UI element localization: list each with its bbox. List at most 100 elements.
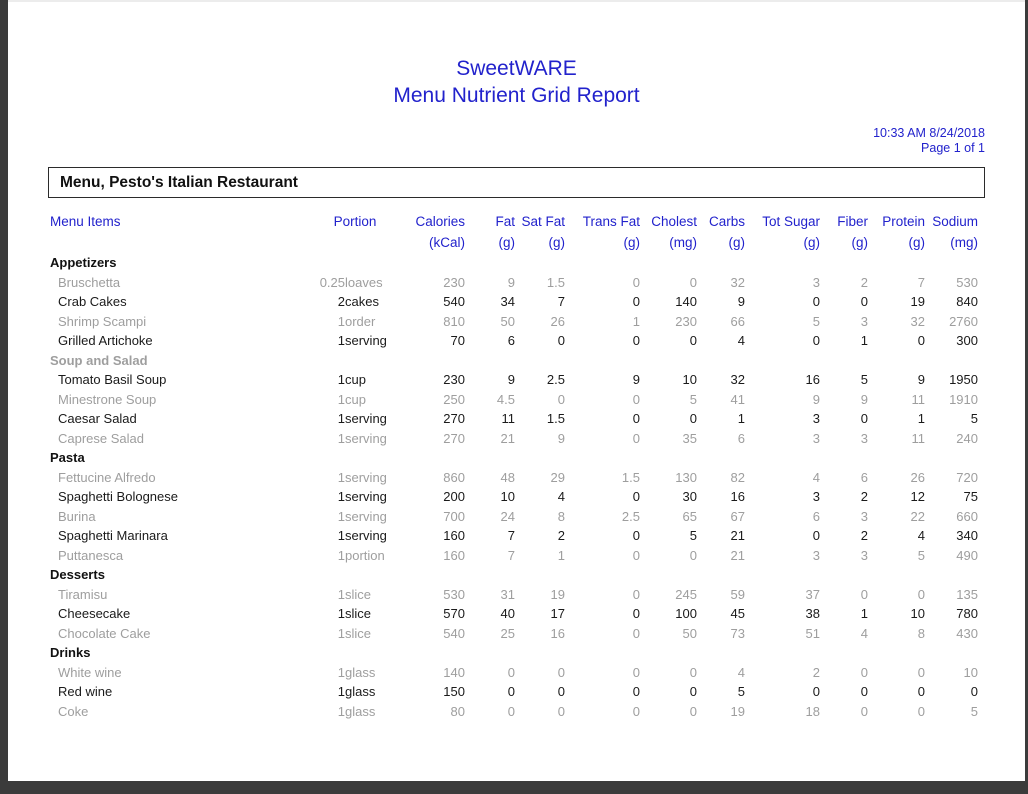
nutrient-value: 10 <box>910 606 925 622</box>
nutrient-value: 0 <box>507 703 515 719</box>
nutrient-value: 100 <box>675 606 697 622</box>
nutrient-value: 41 <box>730 391 745 407</box>
report-title-line2: Menu Nutrient Grid Report <box>393 84 640 107</box>
nutrient-value: 3 <box>812 274 820 290</box>
menu-item-row: Bruschetta 0.25 loaves 230 9 1.5 0 0 32 3 2 7 530 <box>50 273 978 293</box>
nutrient-value: 340 <box>956 528 978 544</box>
nutrient-value: 1 <box>917 411 925 427</box>
menu-item-row: Caesar Salad 1 serving 270 11 1.5 0 0 1 3 0 1 5 <box>50 409 978 429</box>
portion-unit: serving <box>345 430 387 446</box>
nutrient-value: 0 <box>917 586 925 602</box>
portion-qty: 1 <box>337 625 345 641</box>
menu-item-name: Burina <box>58 508 96 524</box>
nutrient-value: 250 <box>443 391 465 407</box>
nutrient-value: 0 <box>812 684 820 700</box>
col-unit-tot-sugar: (g) <box>803 235 821 250</box>
nutrient-value: 25 <box>500 625 515 641</box>
nutrient-value: 0 <box>507 664 515 680</box>
nutrient-value: 26 <box>550 313 565 329</box>
nutrient-value: 780 <box>956 606 978 622</box>
nutrient-value: 2 <box>860 274 868 290</box>
menu-item-row: Crab Cakes 2 cakes 540 34 7 0 140 9 0 0 19 840 <box>50 292 978 312</box>
section-heading-row: Desserts <box>50 565 978 585</box>
nutrient-value: 720 <box>956 469 978 485</box>
nutrient-value: 1.5 <box>546 411 565 427</box>
nutrient-value: 50 <box>500 313 515 329</box>
nutrient-value: 5 <box>970 703 978 719</box>
nutrient-value: 0 <box>860 684 868 700</box>
menu-title: Menu, Pesto's Italian Restaurant <box>60 174 298 191</box>
menu-item-name: Bruschetta <box>58 274 121 290</box>
nutrient-value: 0 <box>970 684 978 700</box>
nutrient-value: 0 <box>632 606 640 622</box>
nutrient-value: 4 <box>557 489 565 505</box>
portion-unit: glass <box>345 684 376 700</box>
col-header-trans-fat: Trans Fat <box>582 214 640 229</box>
nutrient-value: 6 <box>812 508 820 524</box>
nutrient-value: 0 <box>860 703 868 719</box>
nutrient-value: 0 <box>689 703 697 719</box>
nutrient-value: 9 <box>507 274 515 290</box>
section-heading-row: Soup and Salad <box>50 351 978 371</box>
nutrient-value: 1 <box>737 411 745 427</box>
report-title: SweetWARE Menu Nutrient Grid Report <box>48 55 985 109</box>
menu-item-row: Chocolate Cake 1 slice 540 25 16 0 50 73 51 4 8 430 <box>50 624 978 644</box>
nutrient-value: 10 <box>682 372 697 388</box>
nutrient-value: 51 <box>805 625 820 641</box>
portion-qty: 1 <box>337 430 345 446</box>
nutrient-value: 7 <box>507 547 515 563</box>
portion-unit: slice <box>345 625 372 641</box>
nutrient-value: 490 <box>956 547 978 563</box>
nutrient-value: 35 <box>682 430 697 446</box>
nutrient-value: 31 <box>500 586 515 602</box>
nutrient-value: 230 <box>443 274 465 290</box>
nutrient-value: 1 <box>860 333 868 349</box>
col-unit-carbs: (g) <box>728 235 746 250</box>
nutrient-value: 5 <box>689 391 697 407</box>
portion-unit: cup <box>345 372 366 388</box>
col-unit-sat-fat: (g) <box>548 235 566 250</box>
nutrient-value: 9 <box>917 372 925 388</box>
nutrient-value: 3 <box>860 430 868 446</box>
menu-item-row: Caprese Salad 1 serving 270 21 9 0 35 6 3 3 11 240 <box>50 429 978 449</box>
nutrient-value: 0 <box>689 411 697 427</box>
nutrient-value: 5 <box>917 547 925 563</box>
nutrient-value: 0 <box>632 703 640 719</box>
nutrient-value: 38 <box>805 606 820 622</box>
nutrient-value: 540 <box>443 625 465 641</box>
nutrient-value: 0 <box>632 430 640 446</box>
report-page-number: Page 1 of 1 <box>921 141 985 155</box>
portion-unit: serving <box>345 469 387 485</box>
nutrient-value: 19 <box>550 586 565 602</box>
menu-item-name: Red wine <box>58 684 113 700</box>
nutrient-value: 1 <box>860 606 868 622</box>
col-unit-trans-fat: (g) <box>623 235 641 250</box>
nutrient-value: 2760 <box>949 313 978 329</box>
nutrient-value: 130 <box>675 469 697 485</box>
nutrient-value: 200 <box>443 489 465 505</box>
nutrient-value: 700 <box>443 508 465 524</box>
nutrient-value: 21 <box>730 528 745 544</box>
nutrient-value: 30 <box>682 489 697 505</box>
nutrient-value: 2.5 <box>621 508 640 524</box>
nutrient-value: 4 <box>737 333 745 349</box>
nutrient-value: 17 <box>550 606 565 622</box>
col-unit-cholest: (mg) <box>669 235 697 250</box>
nutrient-value: 21 <box>730 547 745 563</box>
col-header-tot-sugar: Tot Sugar <box>762 214 820 229</box>
nutrient-value: 270 <box>443 430 465 446</box>
menu-item-name: Tiramisu <box>58 586 108 602</box>
portion-qty: 1 <box>337 664 345 680</box>
nutrient-value: 4 <box>860 625 868 641</box>
menu-item-row: Shrimp Scampi 1 order 810 50 26 1 230 66 5 3 32 2760 <box>50 312 978 332</box>
nutrient-value: 7 <box>507 528 515 544</box>
nutrient-value: 530 <box>956 274 978 290</box>
portion-unit: serving <box>345 528 387 544</box>
report-timestamp: 10:33 AM 8/24/2018 <box>873 126 985 140</box>
portion-unit: glass <box>345 664 376 680</box>
nutrient-value: 135 <box>956 586 978 602</box>
nutrient-value: 140 <box>443 664 465 680</box>
menu-item-name: Minestrone Soup <box>58 391 157 407</box>
menu-item-name: Shrimp Scampi <box>58 313 147 329</box>
portion-qty: 1 <box>337 469 345 485</box>
